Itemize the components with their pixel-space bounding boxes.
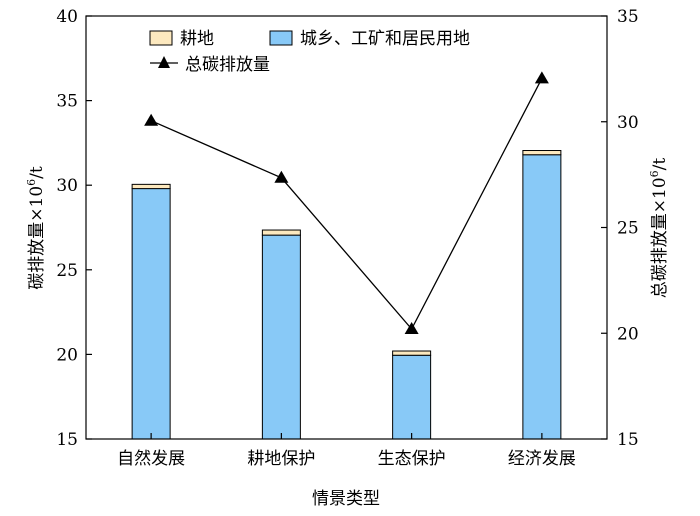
y2-tick-label-1: 20 <box>617 324 639 344</box>
x-category-label-0: 自然发展 <box>117 449 185 469</box>
y-axis-title-unit: /t <box>27 166 47 179</box>
x-axis: 自然发展 耕地保护 生态保护 经济发展 <box>117 433 576 469</box>
legend: 耕地 城乡、工矿和居民用地 总碳排放量 <box>149 29 470 75</box>
y2-tick-label-3: 30 <box>617 113 639 133</box>
y-tick-label-2: 25 <box>56 261 78 281</box>
y2-axis-title: 总碳排放量×106/t <box>648 158 670 299</box>
legend-label-farmland: 耕地 <box>180 29 214 49</box>
x-category-label-1: 耕地保护 <box>247 449 315 469</box>
y-axis-title: 碳排放量×106/t <box>25 166 47 290</box>
y2-tick-label-2: 25 <box>617 219 639 239</box>
bar-urban-2 <box>392 354 432 440</box>
y-axis-title-main: 碳排放量×10 <box>27 186 47 290</box>
line-layer <box>144 71 549 335</box>
bar-urban-0 <box>131 188 171 440</box>
y-tick-label-1: 20 <box>56 345 78 365</box>
right-axis: 15 20 25 30 35 <box>601 7 639 450</box>
y2-tick-label-0: 15 <box>617 430 639 450</box>
total-emission-point-3 <box>534 71 549 84</box>
y2-axis-title-unit: /t <box>650 158 670 171</box>
total-emission-point-0 <box>144 113 159 126</box>
legend-triangle-icon <box>158 56 170 68</box>
bar-farmland-0 <box>131 183 171 190</box>
bar-farmland-3 <box>522 150 562 156</box>
bar-farmland-1 <box>261 229 301 236</box>
bar-urban-3 <box>522 154 562 440</box>
total-emission-line <box>150 78 543 331</box>
legend-swatch-urban <box>269 30 293 46</box>
y-tick-label-4: 35 <box>56 92 78 112</box>
bar-urban-1 <box>261 234 301 440</box>
y-tick-label-3: 30 <box>56 176 78 196</box>
total-emission-point-1 <box>274 170 289 183</box>
y-tick-label-5: 40 <box>56 7 78 27</box>
legend-label-total: 总碳排放量 <box>185 55 270 75</box>
y-axis-title-sup: 6 <box>25 179 38 186</box>
x-axis-title: 情景类型 <box>312 489 380 509</box>
x-category-label-2: 生态保护 <box>378 449 446 469</box>
y2-axis-title-sup: 6 <box>648 170 661 177</box>
x-category-label-3: 经济发展 <box>508 449 576 469</box>
bar-farmland-2 <box>392 350 432 356</box>
y-tick-label-0: 15 <box>56 430 78 450</box>
legend-label-urban: 城乡、工矿和居民用地 <box>300 29 470 49</box>
left-axis: 15 20 25 30 35 40 <box>56 7 92 450</box>
bars-layer <box>131 150 562 440</box>
total-emission-point-2 <box>404 322 419 335</box>
y2-axis-title-main: 总碳排放量×10 <box>650 177 670 298</box>
y2-tick-label-4: 35 <box>617 7 639 27</box>
legend-swatch-farmland <box>149 30 173 46</box>
